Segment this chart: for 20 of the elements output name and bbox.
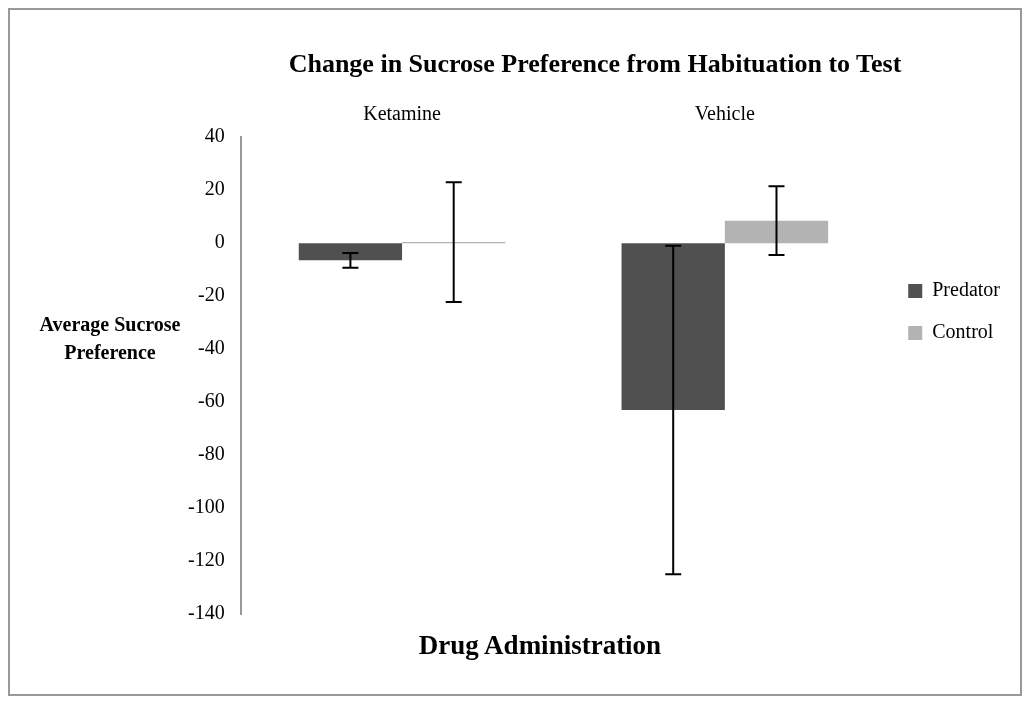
y-axis-title: Average Sucrose Preference xyxy=(38,312,182,365)
y-tick-label: -100 xyxy=(187,495,225,518)
bar xyxy=(724,220,829,244)
y-tick-label: 40 xyxy=(204,124,225,147)
y-tick-label: -20 xyxy=(197,283,225,306)
x-tick-label: Ketamine xyxy=(363,102,442,125)
bar xyxy=(298,243,403,261)
x-axis-title: Drug Administration xyxy=(417,630,663,661)
y-tick-label: 0 xyxy=(214,230,225,253)
y-tick-label: 20 xyxy=(204,177,225,200)
y-tick-label: -40 xyxy=(197,336,225,359)
y-tick-label: -120 xyxy=(187,548,225,571)
x-tick-label: Vehicle xyxy=(694,102,755,125)
y-tick-label: -140 xyxy=(187,601,225,624)
y-tick-label: -80 xyxy=(197,442,225,465)
legend-label: Control xyxy=(932,320,994,343)
bar xyxy=(621,243,725,411)
chart-title: Change in Sucrose Preference from Habituation to Test xyxy=(288,49,902,79)
legend-label: Predator xyxy=(932,278,1001,301)
y-tick-label: -60 xyxy=(197,389,225,412)
